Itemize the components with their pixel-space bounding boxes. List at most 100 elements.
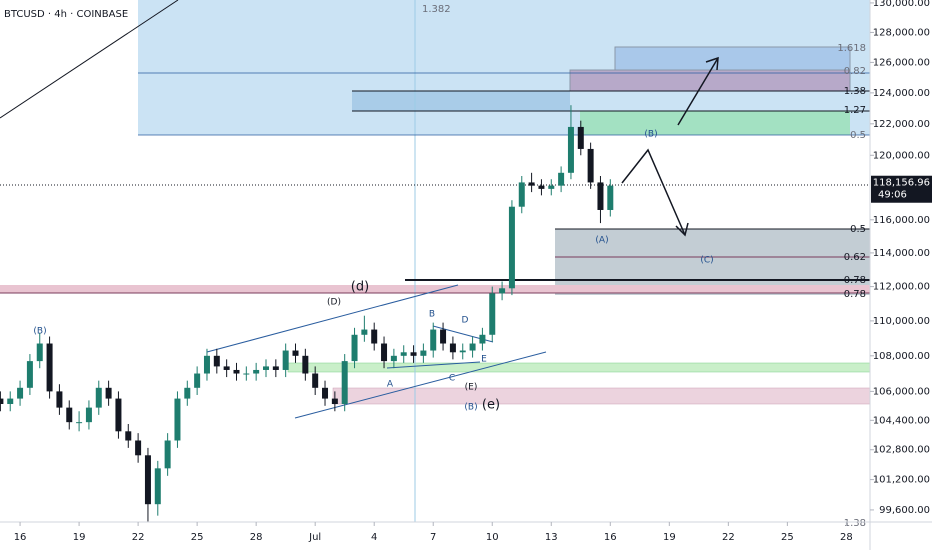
wave-label: A [387, 380, 394, 390]
candle-body [174, 398, 181, 441]
candle-body [135, 440, 142, 456]
candle-body [56, 391, 63, 408]
candle-body [479, 334, 486, 344]
candle-body [243, 373, 250, 375]
candle-body [282, 350, 289, 370]
y-tick-label: 130,000.00 [873, 0, 930, 9]
candle-body [381, 343, 388, 362]
candle-body [499, 288, 506, 294]
candle-body [36, 343, 43, 362]
candle-body [430, 329, 437, 351]
zone [332, 387, 871, 405]
y-tick-label: 114,000.00 [873, 248, 930, 259]
candle-body [538, 185, 545, 189]
fib-label: 0.5 [850, 130, 866, 141]
wave-label: (e) [482, 398, 500, 413]
zone [352, 91, 570, 111]
x-tick-label: 22 [722, 532, 735, 543]
candle-body [420, 350, 427, 356]
wave-label: E [481, 355, 487, 365]
x-tick-label: 16 [604, 532, 617, 543]
fib-label: 0.78 [844, 275, 866, 286]
candle-body [95, 387, 102, 408]
wave-label: (B) [644, 130, 657, 140]
zone [287, 362, 871, 373]
x-tick-label: 28 [250, 532, 263, 543]
candle-body [341, 361, 348, 404]
arrow-head [675, 222, 689, 237]
candle-body [203, 355, 210, 374]
x-tick-label: 25 [781, 532, 794, 543]
candle-body [164, 440, 171, 469]
trend-line [0, 0, 179, 119]
y-tick-label: 126,000.00 [873, 57, 930, 68]
y-tick-label: 120,000.00 [873, 150, 930, 161]
candle-body [17, 387, 24, 399]
candle-body [144, 455, 151, 505]
zone [614, 46, 851, 73]
drawings: 1.382 1.618 0.82 1.38 1.27 0.5 1.38 0.5 … [0, 0, 871, 529]
x-tick-label: 16 [14, 532, 27, 543]
fib-label: 1.27 [844, 105, 866, 116]
fib-label: 1.382 [422, 4, 451, 15]
zone [555, 229, 870, 295]
x-tick-label: 10 [486, 532, 499, 543]
candle-body [351, 334, 358, 362]
candle-body [449, 343, 456, 353]
fib-label: 1.38 [844, 86, 866, 97]
candle-body [85, 407, 92, 423]
wave-label: (A) [595, 236, 608, 246]
fib-label: 0.62 [844, 252, 866, 263]
candle-body [302, 355, 309, 374]
y-tick-label: 112,000.00 [873, 282, 930, 293]
candle-body [469, 343, 476, 351]
candle-body [410, 352, 417, 356]
zone [0, 285, 870, 293]
x-tick-label: Jul [308, 532, 321, 543]
candle-body [194, 373, 201, 388]
candle-body [361, 329, 368, 335]
wave-label: C [449, 374, 455, 384]
wave-label: (C) [700, 256, 713, 266]
y-tick-label: 124,000.00 [873, 88, 930, 99]
candle-body [262, 366, 269, 370]
wave-label: (B) [33, 327, 46, 337]
last-price: 118,156.96 [873, 178, 930, 189]
candle-body [66, 407, 73, 423]
wave-label: (D) [327, 298, 341, 308]
candle-body [26, 361, 33, 388]
x-tick-label: 19 [663, 532, 676, 543]
candle-body [184, 387, 191, 399]
chart-title: BTCUSD · 4h · COINBASE [4, 9, 128, 20]
candle-body [597, 182, 604, 210]
candle-body [213, 355, 220, 367]
x-tick-label: 19 [73, 532, 86, 543]
y-tick-label: 101,200.00 [873, 475, 930, 486]
fib-label: 1.618 [837, 43, 866, 54]
fib-label: 0.82 [844, 66, 866, 77]
wave-label: (B) [464, 403, 477, 413]
triangle-line [386, 361, 481, 369]
candle-body [7, 398, 14, 404]
zone [580, 111, 850, 135]
candle-body [390, 355, 397, 362]
y-tick-label: 108,000.00 [873, 351, 930, 362]
arrow [677, 57, 719, 126]
candle-body [518, 182, 525, 207]
last-price-box [871, 175, 932, 203]
candle-body [223, 366, 230, 370]
candle-body [548, 185, 555, 189]
x-tick-label: 25 [191, 532, 204, 543]
candle-body [558, 172, 565, 186]
x-tick-label: 28 [840, 532, 853, 543]
candle-body [508, 206, 515, 289]
arrow-head [705, 56, 719, 71]
y-tick-label: 104,400.00 [873, 415, 930, 426]
candle-body [567, 126, 574, 173]
candle-body [331, 398, 338, 404]
candle-body [292, 350, 299, 356]
channel-line [294, 351, 547, 419]
arrow [621, 148, 686, 236]
wave-label: D [462, 316, 469, 326]
